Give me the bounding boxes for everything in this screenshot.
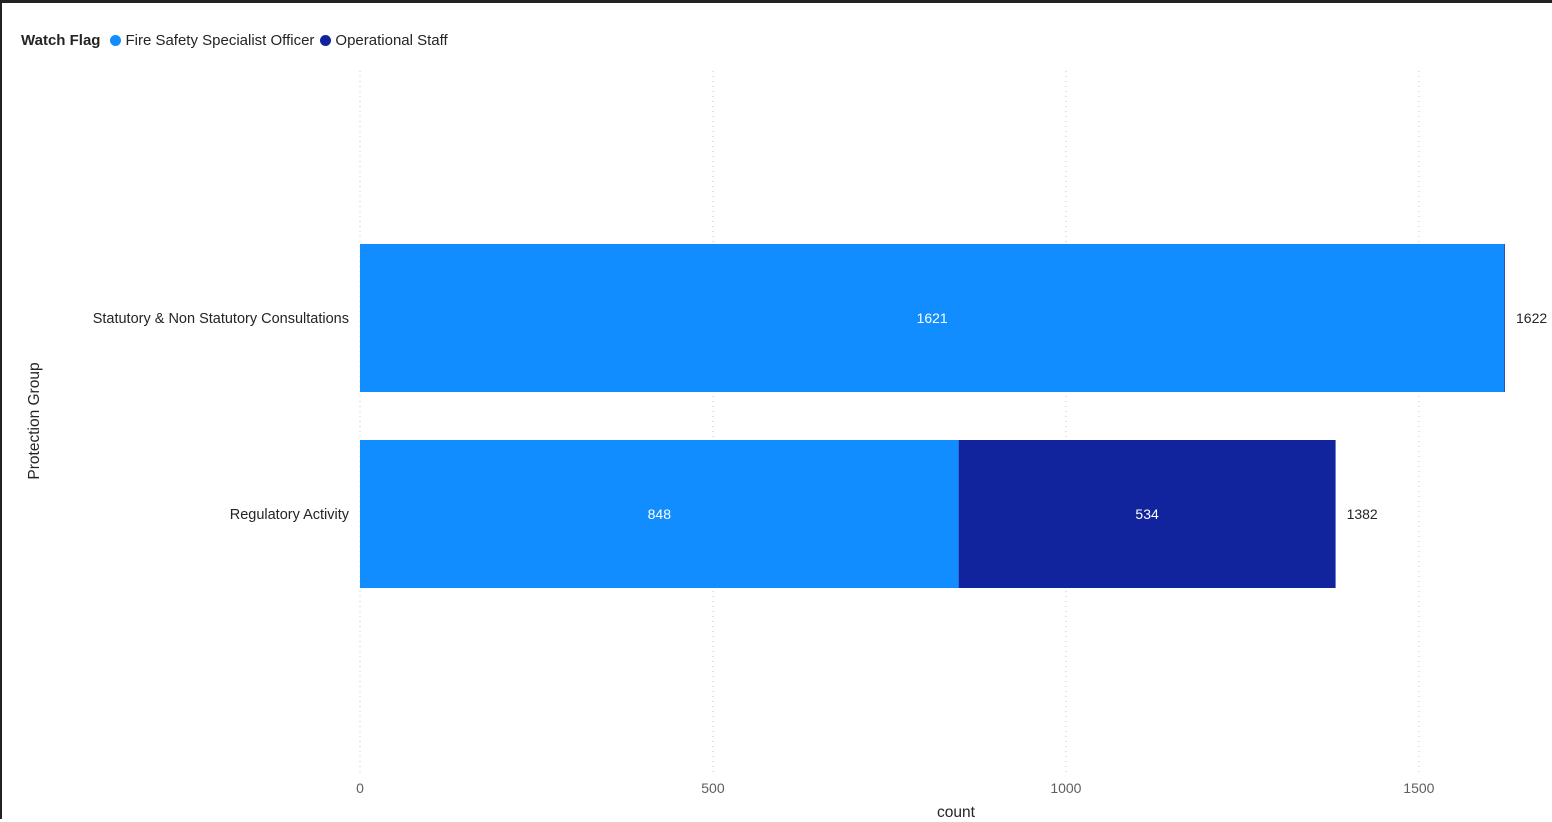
x-tick-label: 1500 (1403, 780, 1434, 796)
x-tick-label: 500 (701, 780, 725, 796)
bar-segment[interactable] (1504, 244, 1505, 392)
x-tick-label: 1000 (1050, 780, 1081, 796)
bar-chart: 0 500 1000 1500 Statutory & Non Statutory Co… (26, 71, 1548, 821)
category-label: Statutory & Non Statutory Consultations (93, 311, 349, 327)
y-axis-title: Protection Group (26, 362, 43, 479)
gridlines (359, 71, 1420, 773)
data-label: 1621 (917, 310, 948, 326)
data-label: 534 (1135, 506, 1159, 522)
x-axis-title: count (937, 804, 976, 821)
category-label: Regulatory Activity (230, 507, 350, 523)
legend-dot-icon (320, 34, 332, 46)
legend-label: Operational Staff (335, 31, 448, 49)
labels: 0 500 1000 1500 Statutory & Non Statutory Co… (93, 310, 1548, 796)
bar-segment[interactable] (958, 440, 1336, 588)
total-label: 1622 (1516, 310, 1547, 326)
legend-label: Fire Safety Specialist Officer (125, 31, 315, 49)
data-label: 848 (648, 506, 672, 522)
bar-segment[interactable] (360, 244, 1505, 392)
total-label: 1382 (1347, 506, 1378, 522)
legend-title: Watch Flag (21, 31, 101, 49)
legend-dot-icon (110, 34, 122, 46)
bar-segment[interactable] (360, 440, 959, 588)
legend-item-operational[interactable]: Operational Staff (320, 31, 448, 49)
bars (360, 244, 1505, 588)
legend: Watch Flag Fire Safety Specialist Office… (21, 30, 454, 50)
x-tick-label: 0 (356, 780, 364, 796)
legend-item-fire-safety[interactable]: Fire Safety Specialist Officer (110, 32, 314, 49)
